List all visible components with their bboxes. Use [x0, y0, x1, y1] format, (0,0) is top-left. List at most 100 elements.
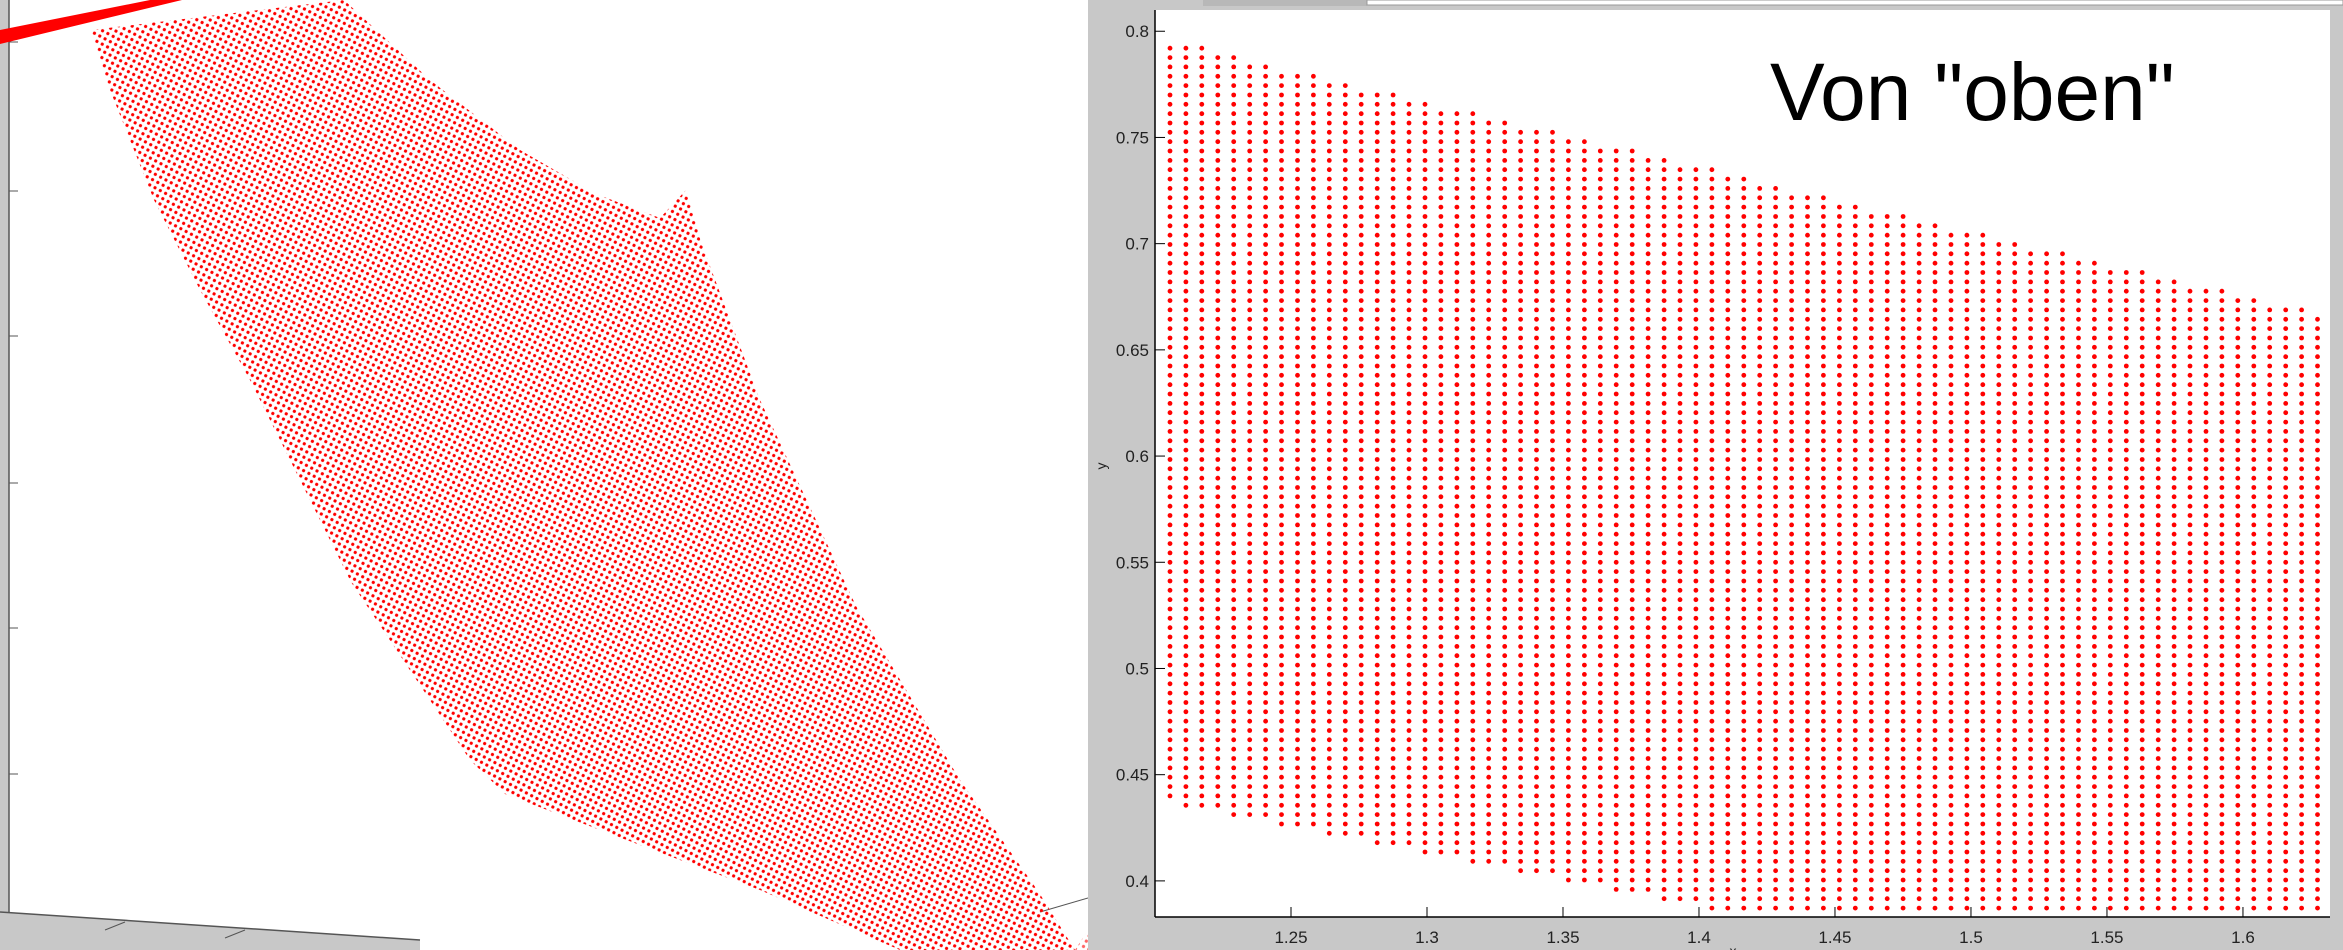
data-point: [1406, 709, 1412, 715]
data-point: [1629, 316, 1635, 322]
data-point: [1964, 606, 1970, 612]
data-point: [1183, 644, 1189, 649]
data-point: [1247, 326, 1253, 331]
data-point: [1900, 232, 1906, 238]
data-point: [1342, 288, 1348, 294]
data-point: [2076, 812, 2081, 817]
data-point: [1789, 447, 1794, 453]
data-point: [1852, 419, 1858, 425]
data-point: [1374, 158, 1380, 163]
data-point: [1326, 111, 1332, 117]
data-point: [2092, 793, 2097, 799]
data-point: [1247, 587, 1253, 593]
data-point: [1326, 653, 1332, 659]
data-point: [1390, 765, 1396, 771]
data-point: [1470, 615, 1476, 621]
data-point: [1342, 765, 1348, 771]
data-point: [1470, 634, 1476, 640]
data-point: [1374, 92, 1380, 98]
data-point: [1613, 681, 1619, 687]
data-point: [1566, 718, 1571, 724]
data-point: [1502, 531, 1508, 537]
data-point: [2171, 485, 2177, 490]
data-point: [1295, 288, 1300, 294]
data-point: [1582, 784, 1587, 789]
data-point: [1167, 410, 1173, 416]
data-point: [1311, 279, 1316, 285]
data-point: [1677, 410, 1683, 416]
data-point: [1486, 326, 1492, 331]
data-point: [1741, 307, 1747, 313]
data-point: [1534, 830, 1539, 836]
data-point: [2092, 447, 2097, 453]
data-point: [1757, 335, 1763, 341]
data-point: [1837, 812, 1842, 817]
data-point: [2076, 419, 2081, 425]
data-point: [1629, 270, 1635, 275]
data-point: [1470, 429, 1476, 434]
data-point: [2044, 288, 2049, 294]
data-point: [1263, 120, 1268, 126]
data-point: [1406, 242, 1412, 247]
data-point: [1295, 307, 1300, 313]
data-point: [1821, 447, 1826, 453]
data-point: [1916, 391, 1922, 397]
data-point: [1916, 419, 1922, 425]
data-point: [1438, 475, 1444, 481]
data-point: [1805, 270, 1810, 275]
data-point: [1677, 812, 1683, 817]
data-point: [1279, 615, 1284, 621]
data-point: [1709, 288, 1715, 294]
data-point: [2139, 270, 2145, 275]
data-point: [1789, 756, 1794, 761]
data-point: [1645, 494, 1651, 500]
data-point: [1183, 634, 1189, 640]
data-point: [1582, 223, 1587, 229]
data-point: [1852, 344, 1858, 350]
data-point: [2028, 887, 2033, 892]
data-point: [2028, 709, 2033, 715]
data-point: [1358, 429, 1364, 434]
data-point: [1837, 681, 1842, 687]
data-point: [1693, 849, 1699, 855]
data-point: [1821, 251, 1826, 257]
data-point: [1199, 606, 1205, 612]
data-point: [1231, 457, 1237, 462]
data-point: [1852, 728, 1858, 733]
data-point: [1645, 279, 1651, 285]
data-point: [1741, 896, 1747, 902]
data-point: [1406, 625, 1412, 631]
data-point: [1470, 438, 1476, 444]
data-point: [1948, 905, 1954, 911]
data-point: [2044, 746, 2049, 752]
data-point: [1566, 606, 1571, 612]
data-point: [1167, 737, 1173, 743]
data-point: [1597, 167, 1603, 173]
data-point: [1422, 176, 1428, 182]
data-point: [1183, 298, 1189, 303]
data-point: [1550, 438, 1555, 444]
data-point: [1837, 802, 1842, 808]
data-point: [2076, 662, 2081, 668]
data-point: [2076, 784, 2081, 789]
data-point: [1295, 401, 1300, 406]
data-point: [2187, 372, 2193, 378]
data-point: [1390, 644, 1396, 649]
data-point: [1645, 615, 1651, 621]
data-point: [2092, 475, 2097, 481]
data-point: [1454, 485, 1460, 490]
data-point: [1693, 307, 1699, 313]
data-point: [1582, 457, 1587, 462]
data-point: [2171, 279, 2177, 285]
data-point: [1231, 158, 1237, 163]
data-point: [1167, 709, 1173, 715]
data-point: [1948, 270, 1954, 275]
data-point: [1390, 578, 1396, 584]
data-point: [1502, 223, 1508, 229]
data-point: [2060, 746, 2065, 752]
data-point: [1884, 251, 1890, 257]
data-point: [1390, 587, 1396, 593]
data-point: [1263, 728, 1268, 733]
data-point: [1263, 270, 1268, 275]
data-point: [1852, 307, 1858, 313]
